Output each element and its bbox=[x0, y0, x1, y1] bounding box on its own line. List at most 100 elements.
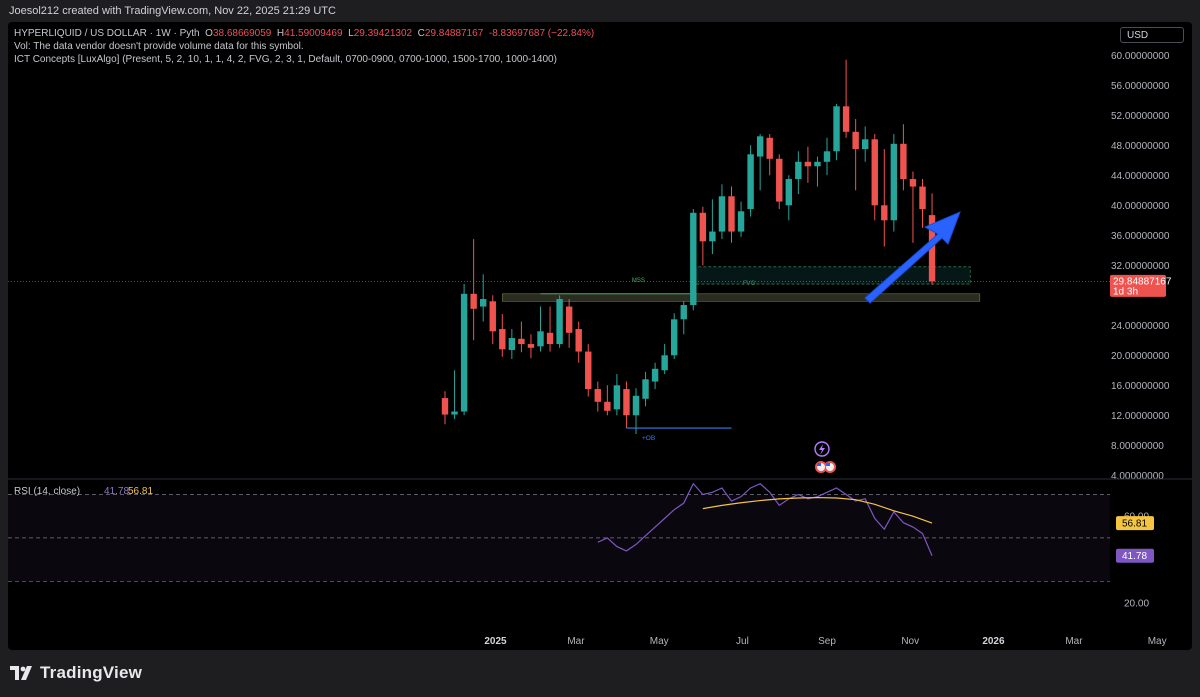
candle-body[interactable] bbox=[632, 395, 640, 416]
candle-body[interactable] bbox=[661, 355, 668, 371]
candle-body[interactable] bbox=[441, 398, 449, 415]
candle-body[interactable] bbox=[842, 106, 850, 132]
price-tick-label: 4.00000000 bbox=[1111, 471, 1164, 482]
candle-body[interactable] bbox=[900, 143, 907, 180]
candle-body[interactable] bbox=[480, 299, 487, 307]
rsi-ma-line[interactable] bbox=[702, 496, 933, 524]
candle-body[interactable] bbox=[642, 379, 649, 399]
candle-body[interactable] bbox=[728, 196, 735, 232]
low-value: 29.39421302 bbox=[353, 28, 413, 39]
rsi-line[interactable] bbox=[597, 482, 933, 556]
price-tick-label: 12.00000000 bbox=[1111, 411, 1170, 422]
candle-body[interactable] bbox=[862, 139, 869, 150]
candle-body[interactable] bbox=[594, 389, 601, 402]
candle-body[interactable] bbox=[928, 215, 936, 282]
candle-body[interactable] bbox=[737, 211, 745, 232]
price-tick-label: 40.00000000 bbox=[1111, 201, 1170, 212]
tradingview-logo[interactable]: TradingView bbox=[10, 663, 142, 683]
candle-body[interactable] bbox=[585, 351, 592, 390]
price-chart[interactable]: MSS FVG +OB 60.00000000 56.00000000 52.00000… bbox=[8, 22, 1192, 650]
candle-body[interactable] bbox=[527, 344, 535, 348]
symbol-title[interactable]: HYPERLIQUID / US DOLLAR · 1W · Pyth bbox=[14, 28, 200, 39]
candle-body[interactable] bbox=[747, 154, 754, 210]
chart-area[interactable]: HYPERLIQUID / US DOLLAR · 1W · Pyth O38.… bbox=[8, 22, 1192, 650]
candle-body[interactable] bbox=[508, 338, 516, 351]
indicator-legend[interactable]: ICT Concepts [LuxAlgo] (Present, 5, 2, 1… bbox=[14, 54, 557, 65]
candle-body[interactable] bbox=[699, 212, 707, 242]
time-tick-label: Nov bbox=[901, 636, 919, 647]
price-tick-label: 44.00000000 bbox=[1111, 171, 1170, 182]
last-price-value: 29.84887167 bbox=[1113, 276, 1172, 287]
candle-body[interactable] bbox=[804, 161, 812, 167]
candle-body[interactable] bbox=[871, 139, 878, 206]
open-label: O bbox=[205, 28, 213, 39]
candle-body[interactable] bbox=[489, 301, 496, 332]
candle-body[interactable] bbox=[785, 179, 792, 206]
candle-body[interactable] bbox=[451, 411, 458, 415]
volume-note: Vol: The data vendor doesn't provide vol… bbox=[14, 41, 304, 52]
candle-body[interactable] bbox=[709, 231, 716, 242]
candle-body[interactable] bbox=[546, 332, 554, 345]
candle-body[interactable] bbox=[833, 106, 840, 152]
low-label: L bbox=[348, 28, 354, 39]
candle-body[interactable] bbox=[766, 137, 773, 159]
time-tick-label: 2026 bbox=[982, 636, 1005, 647]
tradingview-logo-icon bbox=[10, 666, 32, 680]
rsi-legend-label[interactable]: RSI (14, close) bbox=[14, 486, 80, 497]
candle-body[interactable] bbox=[604, 401, 611, 411]
candle-body[interactable] bbox=[671, 319, 678, 356]
rsi-legend-value: 41.78 bbox=[104, 486, 129, 497]
footer: TradingView bbox=[0, 650, 1200, 697]
candle-body[interactable] bbox=[690, 212, 697, 306]
candle-body[interactable] bbox=[680, 305, 687, 320]
price-tick-label: 8.00000000 bbox=[1111, 441, 1164, 452]
lightning-icon[interactable] bbox=[814, 441, 830, 457]
candle-body[interactable] bbox=[575, 329, 582, 352]
time-tick-label: May bbox=[650, 636, 669, 647]
candle-body[interactable] bbox=[518, 338, 525, 345]
rsi-badge[interactable] bbox=[1116, 548, 1154, 563]
rsi-badge-value: 41.78 bbox=[1122, 551, 1147, 562]
candle-body[interactable] bbox=[814, 161, 821, 167]
time-tick-label: May bbox=[1148, 636, 1167, 647]
price-tick-label: 16.00000000 bbox=[1111, 381, 1170, 392]
high-label: H bbox=[276, 28, 285, 39]
candle-body[interactable] bbox=[776, 158, 783, 202]
time-tick-label: Mar bbox=[1065, 636, 1083, 647]
candle-body[interactable] bbox=[623, 389, 630, 416]
currency-button[interactable]: USD bbox=[1120, 27, 1184, 43]
order-block-zone[interactable] bbox=[501, 293, 981, 302]
candle-body[interactable] bbox=[565, 306, 573, 333]
candle-body[interactable] bbox=[919, 186, 926, 210]
candle-body[interactable] bbox=[823, 151, 831, 162]
candle-body[interactable] bbox=[881, 205, 888, 221]
price-tick-label: 36.00000000 bbox=[1111, 231, 1170, 242]
candle-body[interactable] bbox=[909, 179, 917, 187]
price-tick-label: 24.00000000 bbox=[1111, 321, 1170, 332]
close-value: 29.84887167 bbox=[424, 28, 484, 39]
candle-body[interactable] bbox=[852, 131, 859, 150]
blue-arrow-annotation[interactable] bbox=[864, 211, 961, 304]
candle-body[interactable] bbox=[556, 299, 563, 345]
brand-name: TradingView bbox=[40, 663, 143, 682]
last-price-badge[interactable] bbox=[1110, 274, 1166, 297]
time-tick-label: Jul bbox=[736, 636, 749, 647]
price-tick-label: 32.00000000 bbox=[1111, 261, 1170, 272]
candle-body[interactable] bbox=[795, 161, 802, 180]
candle-body[interactable] bbox=[651, 368, 659, 382]
candle-body[interactable] bbox=[499, 329, 506, 350]
symbol-legend: HYPERLIQUID / US DOLLAR · 1W · Pyth O38.… bbox=[14, 28, 594, 39]
candle-body[interactable] bbox=[470, 293, 477, 309]
candle-body[interactable] bbox=[718, 196, 726, 232]
rsi-ma-badge[interactable] bbox=[1116, 516, 1154, 531]
candle-body[interactable] bbox=[756, 136, 764, 157]
price-tick-label: 52.00000000 bbox=[1111, 111, 1170, 122]
candle-body[interactable] bbox=[890, 143, 898, 221]
candle-body[interactable] bbox=[537, 331, 544, 347]
created-line: Joesol212 created with TradingView.com, … bbox=[9, 5, 336, 17]
us-flag-event-icon[interactable] bbox=[815, 461, 836, 473]
candle-body[interactable] bbox=[613, 385, 621, 410]
change-value: -8.83697687 (−22.84%) bbox=[488, 28, 595, 39]
header-bar: Joesol212 created with TradingView.com, … bbox=[0, 0, 1200, 22]
candle-body[interactable] bbox=[460, 293, 468, 412]
